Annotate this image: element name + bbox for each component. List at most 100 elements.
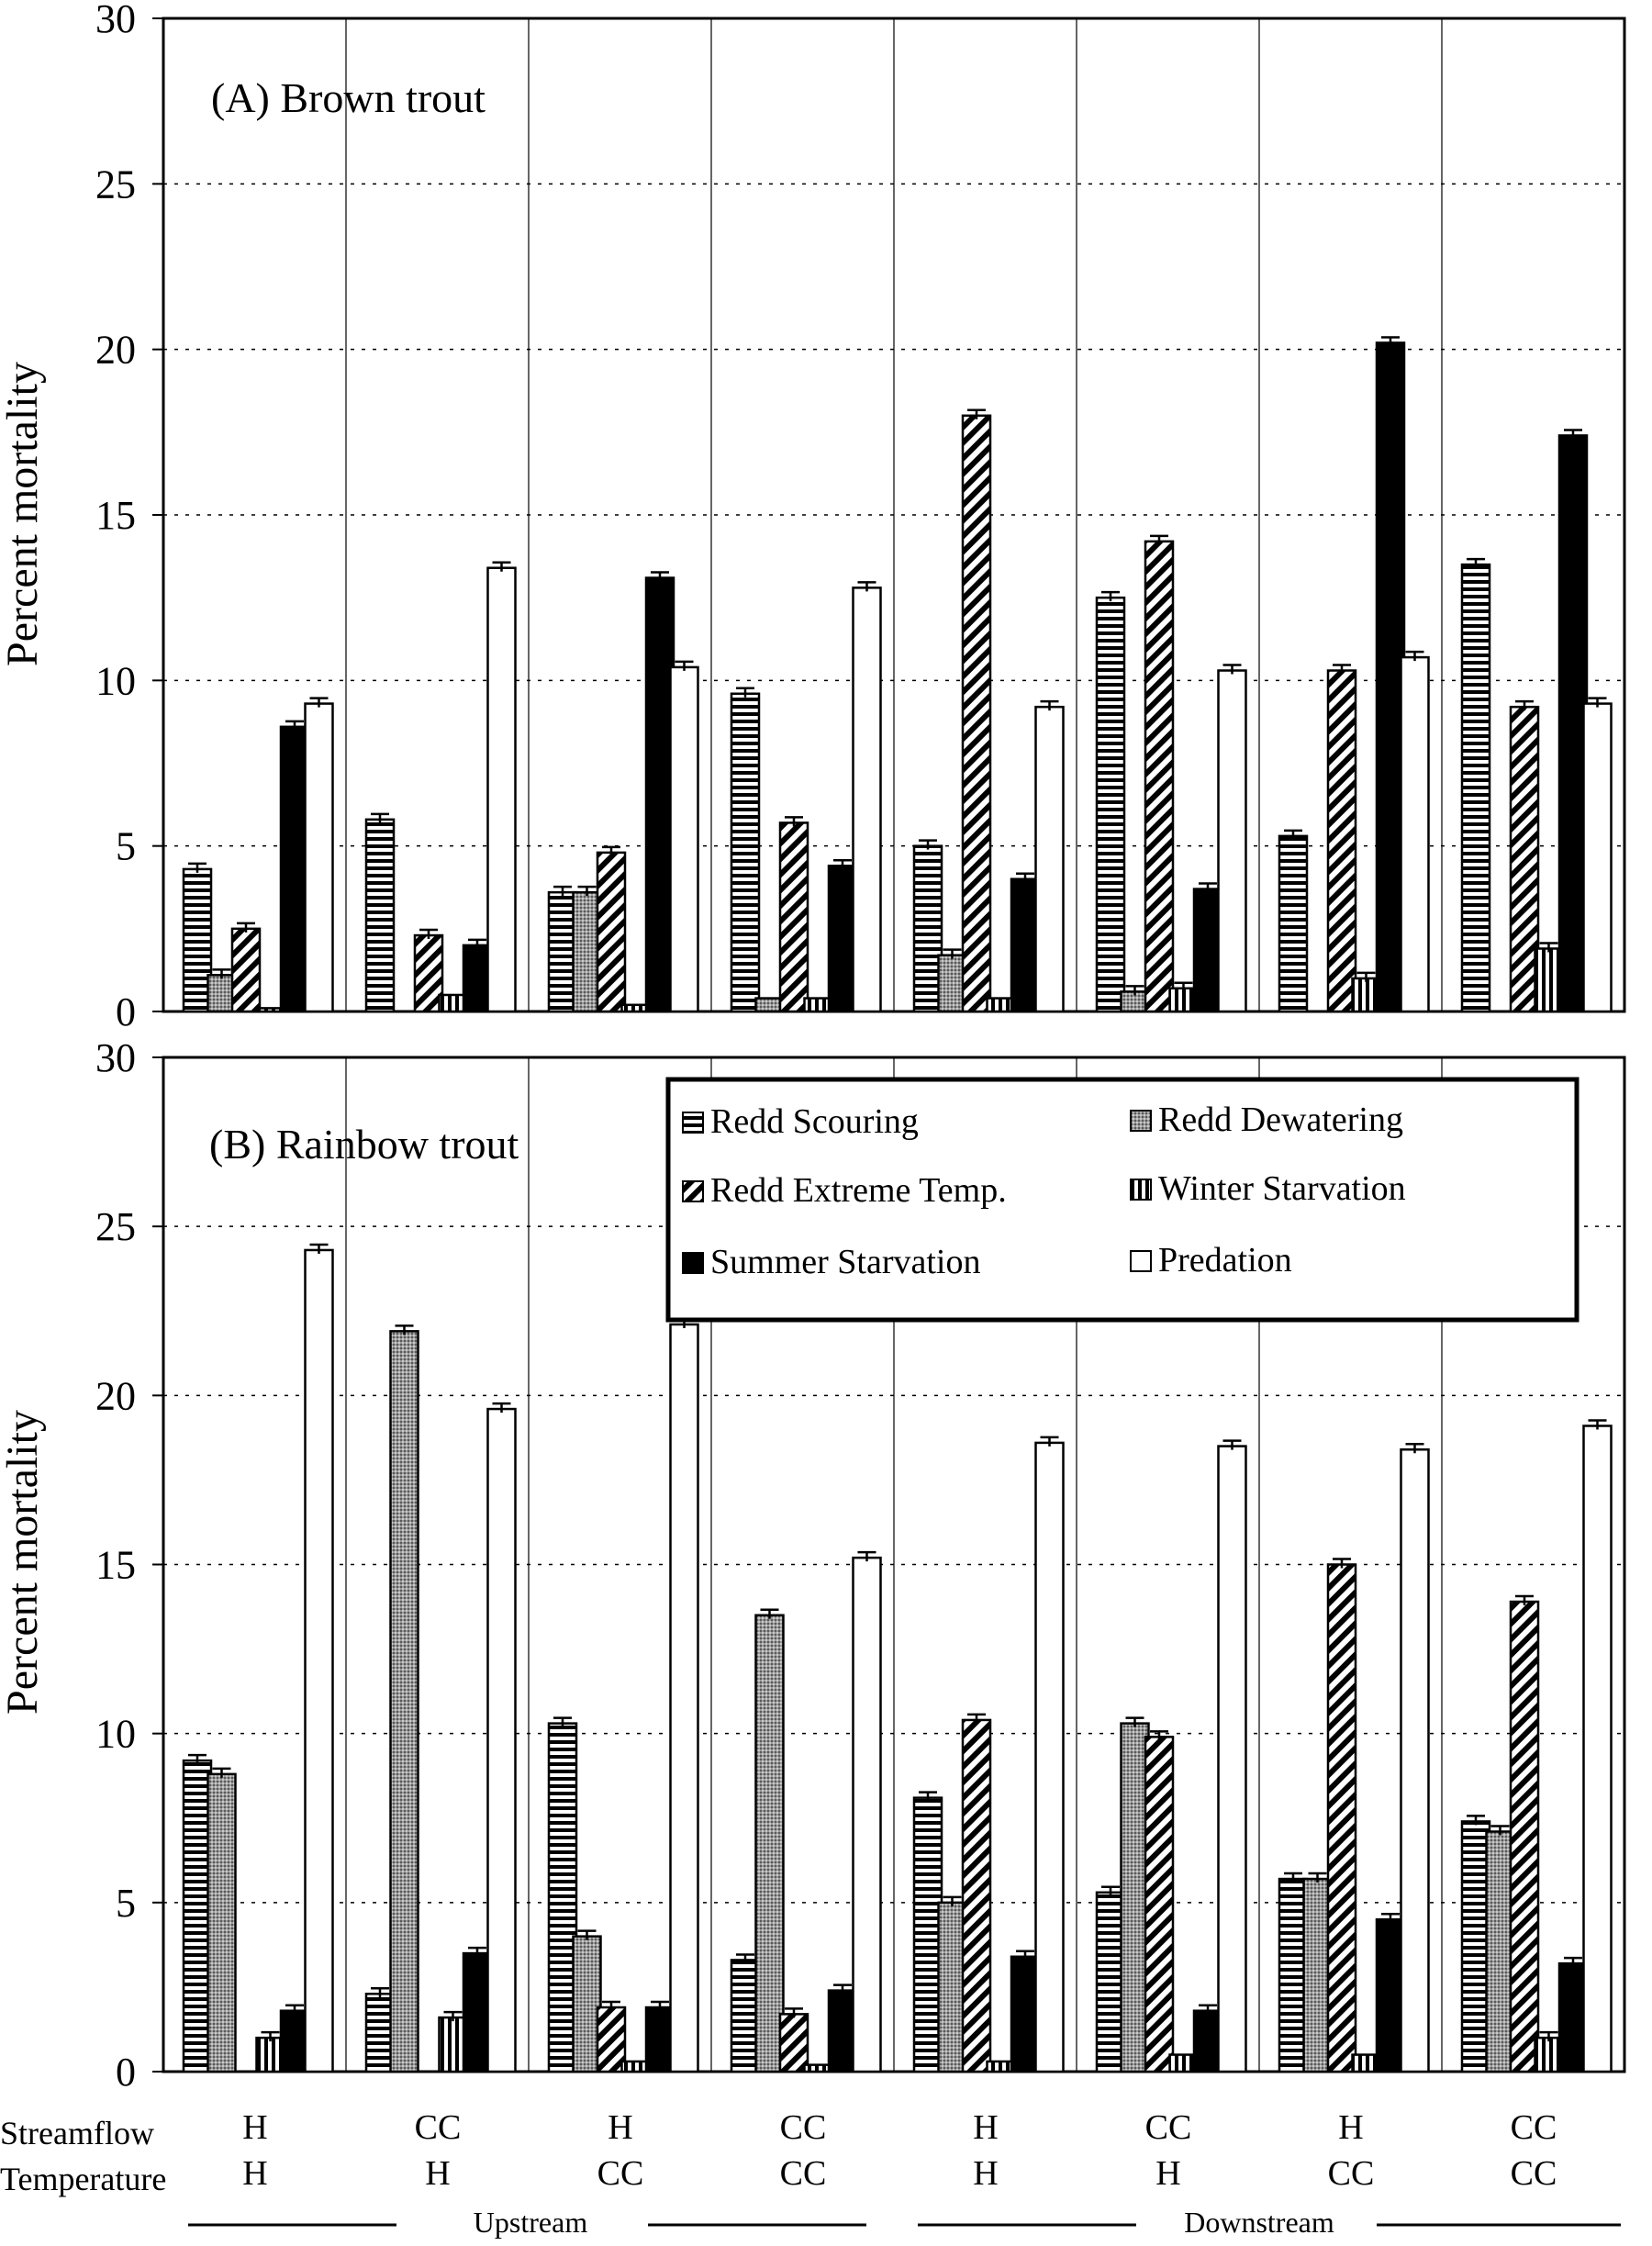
group-label-downstream: Downstream	[918, 2206, 1621, 2239]
upstream-label: Upstream	[474, 2206, 588, 2239]
error-bar-a-s1-redd-dewatering	[212, 968, 231, 979]
legend-item-winter-starvation: Winter Starvation	[1130, 1169, 1406, 1208]
y-ticks-b: 0 5 10 15 20 25 30	[95, 1035, 163, 2095]
error-bar-a-s1-redd-extreme-temp	[237, 922, 255, 933]
error-bar-b-s6-predation	[1222, 1439, 1242, 1450]
error-bar-a-s7-redd-scouring	[1284, 829, 1302, 840]
bar-a-s6-summer-starvation	[1192, 888, 1223, 1013]
error-bar-a-s8-predation	[1588, 697, 1607, 708]
error-bar-a-s5-redd-scouring	[919, 839, 937, 850]
streamflow-value-s8: CC	[1511, 2108, 1557, 2147]
bar-b-s4-redd-dewatering	[754, 1614, 785, 2073]
bar-a-s3-redd-dewatering	[572, 890, 602, 1013]
error-bar-b-s3-redd-dewatering	[577, 1929, 597, 1940]
error-bar-a-s7-summer-starvation	[1381, 336, 1400, 347]
bar-a-s2-redd-extreme-temp	[413, 933, 444, 1013]
streamflow-value-s4: CC	[780, 2108, 827, 2147]
error-bar-a-s5-predation	[1040, 699, 1059, 711]
legend-swatch-winter-starvation	[1130, 1179, 1152, 1201]
bar-b-s4-predation	[852, 1556, 882, 2073]
bar-a-s6-redd-extreme-temp	[1144, 540, 1175, 1013]
y-tick-label-b-20: 20	[95, 1373, 136, 1418]
error-bar-a-s4-predation	[857, 581, 876, 592]
group-separators-a	[345, 18, 1443, 1011]
error-bar-b-s6-summer-starvation	[1199, 2004, 1217, 2015]
error-bar-a-s8-redd-scouring	[1467, 557, 1485, 569]
temperature-value-s8: CC	[1511, 2154, 1557, 2193]
legend-swatch-redd-dewatering	[1130, 1110, 1152, 1132]
bar-a-s7-redd-extreme-temp	[1326, 669, 1357, 1013]
error-bar-b-s4-summer-starvation	[833, 1983, 852, 1995]
y-tick-label-a-5: 5	[116, 824, 136, 869]
bar-b-s8-winter-starvation	[1534, 2036, 1564, 2073]
error-bar-b-s4-redd-dewatering	[760, 1608, 779, 1619]
error-bar-b-s5-redd-extreme-temp	[967, 1713, 986, 1724]
panel-label-a: (A) Brown trout	[211, 74, 486, 121]
error-bar-a-s5-summer-starvation	[1016, 872, 1034, 883]
streamflow-row-label: Streamflow	[0, 2115, 154, 2151]
error-bar-a-s1-predation	[309, 697, 329, 708]
legend-label-winter-starvation: Winter Starvation	[1158, 1169, 1406, 1208]
y-ticks-a: 0 5 10 15 20 25 30	[95, 0, 163, 1034]
panel-label-b: (B) Rainbow trout	[209, 1121, 519, 1168]
error-bar-a-s4-summer-starvation	[833, 859, 852, 870]
bar-b-s1-predation	[304, 1248, 334, 2073]
bar-a-s3-summer-starvation	[644, 576, 675, 1013]
error-bar-b-s3-summer-starvation	[651, 2000, 669, 2012]
bar-a-s1-redd-extreme-temp	[230, 927, 262, 1013]
error-bar-b-s2-redd-scouring	[371, 1987, 389, 1998]
temperature-value-s5: H	[973, 2154, 998, 2193]
legend-swatch-redd-scouring	[682, 1112, 704, 1134]
bar-a-s4-redd-scouring	[730, 692, 761, 1013]
error-bar-a-s8-summer-starvation	[1564, 429, 1582, 440]
legend-swatch-redd-extreme-temp	[682, 1180, 704, 1202]
bar-b-s7-predation	[1400, 1448, 1430, 2073]
temperature-value-s4: CC	[780, 2154, 827, 2193]
bar-a-s5-predation	[1034, 705, 1065, 1013]
bar-a-s8-predation	[1582, 702, 1613, 1013]
error-bar-a-s7-winter-starvation	[1356, 971, 1376, 982]
bar-b-s5-redd-extreme-temp	[961, 1718, 992, 2073]
y-tick-label-a-15: 15	[95, 493, 136, 538]
bar-b-s4-redd-extreme-temp	[778, 2013, 809, 2073]
legend-item-redd-extreme-temp: Redd Extreme Temp.	[682, 1171, 1007, 1210]
error-bar-b-s8-winter-starvation	[1539, 2030, 1558, 2042]
streamflow-value-s6: CC	[1145, 2108, 1192, 2147]
error-bar-a-s2-predation	[492, 561, 511, 572]
error-bar-b-s2-summer-starvation	[468, 1946, 486, 1958]
bars-a	[182, 336, 1613, 1013]
error-bar-b-s6-redd-extreme-temp	[1150, 1730, 1168, 1741]
error-bar-b-s7-summer-starvation	[1381, 1913, 1400, 1924]
error-bar-a-s2-summer-starvation	[468, 938, 486, 949]
error-bar-a-s1-redd-scouring	[188, 862, 206, 873]
bar-a-s4-redd-extreme-temp	[778, 821, 809, 1013]
legend-item-summer-starvation: Summer Starvation	[682, 1243, 980, 1281]
y-tick-label-b-15: 15	[95, 1543, 136, 1588]
error-bar-a-s6-redd-dewatering	[1125, 985, 1144, 996]
bar-b-s2-summer-starvation	[462, 1951, 493, 2073]
bar-b-s6-predation	[1217, 1445, 1247, 2073]
error-bar-a-s3-predation	[675, 660, 694, 671]
streamflow-value-s2: CC	[415, 2108, 462, 2147]
bar-a-s7-summer-starvation	[1375, 341, 1406, 1013]
bar-a-s1-predation	[304, 702, 334, 1013]
legend-label-predation: Predation	[1158, 1241, 1292, 1279]
bar-a-s3-predation	[669, 665, 699, 1013]
y-tick-label-b-5: 5	[116, 1881, 136, 1926]
bar-b-s6-summer-starvation	[1192, 2009, 1223, 2073]
error-bar-a-s6-winter-starvation	[1174, 981, 1193, 992]
bar-b-s7-redd-dewatering	[1302, 1877, 1333, 2073]
error-bar-a-s5-redd-extreme-temp	[967, 408, 986, 419]
y-axis-label-a: Percent mortality	[0, 362, 47, 666]
bar-a-s5-summer-starvation	[1010, 877, 1041, 1013]
y-axis-label-b: Percent mortality	[0, 1410, 47, 1715]
bar-a-s8-summer-starvation	[1557, 434, 1589, 1013]
error-bar-b-s7-predation	[1405, 1443, 1424, 1454]
legend-item-predation: Predation	[1130, 1241, 1292, 1279]
y-tick-label-b-0: 0	[116, 2050, 136, 2095]
bar-a-s7-predation	[1400, 655, 1430, 1013]
bar-b-s5-redd-scouring	[912, 1796, 943, 2073]
legend: Redd Scouring Redd Dewatering Redd Extre…	[665, 1077, 1579, 1323]
